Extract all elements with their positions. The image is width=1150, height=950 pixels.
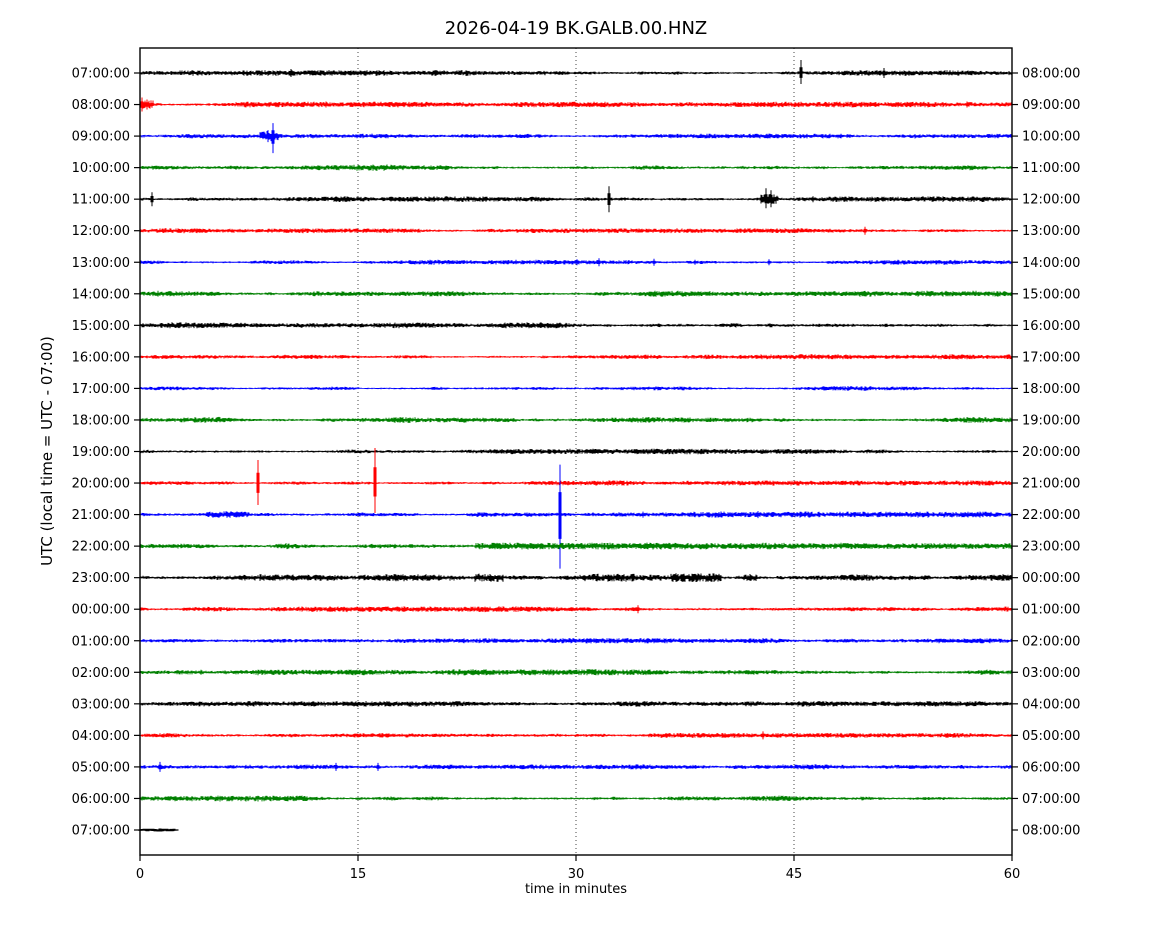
y-tick-label-right: 05:00:00	[1022, 729, 1080, 744]
y-tick-label-left: 10:00:00	[72, 161, 130, 176]
y-tick-label-right: 01:00:00	[1022, 603, 1080, 618]
y-tick-label-right: 23:00:00	[1022, 540, 1080, 555]
y-tick-label-right: 15:00:00	[1022, 287, 1080, 302]
y-tick-label-left: 07:00:00	[72, 67, 130, 82]
y-tick-label-right: 07:00:00	[1022, 792, 1080, 807]
y-tick-label-left: 20:00:00	[72, 477, 130, 492]
y-tick-label-left: 13:00:00	[72, 256, 130, 271]
y-tick-label-right: 11:00:00	[1022, 161, 1080, 176]
plot-border	[139, 47, 1013, 856]
y-tick-label-right: 13:00:00	[1022, 224, 1080, 239]
trace-row-13:00:00	[139, 258, 1012, 267]
y-tick-label-left: 06:00:00	[72, 792, 130, 807]
y-tick-label-left: 03:00:00	[72, 697, 130, 712]
trace-row-17:00:00	[139, 386, 1012, 391]
trace-row-10:00:00	[139, 164, 1012, 171]
trace-row-12:00:00	[139, 226, 1012, 235]
y-tick-label-right: 06:00:00	[1022, 760, 1080, 775]
y-tick-label-left: 17:00:00	[72, 382, 130, 397]
y-tick-label-left: 16:00:00	[72, 350, 130, 365]
trace-row-08:00:00	[139, 97, 1012, 112]
y-tick-label-right: 20:00:00	[1022, 445, 1080, 460]
y-tick-label-left: 23:00:00	[72, 571, 130, 586]
y-tick-label-right: 17:00:00	[1022, 350, 1080, 365]
trace-row-18:00:00	[139, 416, 1012, 423]
y-tick-label-right: 14:00:00	[1022, 256, 1080, 271]
trace-row-01:00:00	[139, 638, 1012, 644]
y-tick-label-left: 02:00:00	[72, 666, 130, 681]
trace-row-05:00:00	[139, 761, 1012, 772]
y-tick-label-right: 10:00:00	[1022, 130, 1080, 145]
y-tick-label-right: 08:00:00	[1022, 824, 1080, 839]
x-tick-label: 60	[1004, 867, 1021, 882]
y-tick-label-right: 19:00:00	[1022, 413, 1080, 428]
x-axis-label: time in minutes	[524, 882, 628, 897]
y-tick-label-right: 21:00:00	[1022, 477, 1080, 492]
y-tick-label-right: 04:00:00	[1022, 697, 1080, 712]
y-tick-label-right: 09:00:00	[1022, 98, 1080, 113]
y-tick-label-left: 09:00:00	[72, 130, 130, 145]
y-tick-label-left: 19:00:00	[72, 445, 130, 460]
x-tick-label: 45	[786, 867, 803, 882]
y-tick-label-left: 22:00:00	[72, 540, 130, 555]
y-tick-label-right: 03:00:00	[1022, 666, 1080, 681]
x-tick-label: 0	[136, 867, 144, 882]
y-tick-label-left: 01:00:00	[72, 634, 130, 649]
y-tick-label-left: 08:00:00	[72, 98, 130, 113]
y-tick-label-right: 12:00:00	[1022, 193, 1080, 208]
y-tick-label-left: 00:00:00	[72, 603, 130, 618]
y-tick-label-left: 04:00:00	[72, 729, 130, 744]
y-tick-label-left: 05:00:00	[72, 760, 130, 775]
trace-row-19:00:00	[139, 448, 1012, 455]
y-tick-label-right: 02:00:00	[1022, 634, 1080, 649]
y-tick-label-right: 18:00:00	[1022, 382, 1080, 397]
trace-row-14:00:00	[139, 290, 1012, 297]
x-tick-label: 15	[350, 867, 367, 882]
y-tick-label-left: 11:00:00	[72, 193, 130, 208]
trace-row-16:00:00	[139, 354, 1012, 360]
y-tick-label-left: 15:00:00	[72, 319, 130, 334]
y-tick-label-left: 07:00:00	[72, 824, 130, 839]
y-tick-label-left: 18:00:00	[72, 413, 130, 428]
trace-row-07:00:00	[138, 828, 179, 832]
chart-title: 2026-04-19 BK.GALB.00.HNZ	[444, 18, 708, 39]
y-tick-label-left: 21:00:00	[72, 508, 130, 523]
y-tick-label-right: 16:00:00	[1022, 319, 1080, 334]
trace-row-15:00:00	[139, 322, 1012, 329]
trace-row-02:00:00	[139, 669, 1012, 676]
y-tick-label-right: 22:00:00	[1022, 508, 1080, 523]
y-tick-label-left: 12:00:00	[72, 224, 130, 239]
y-tick-label-right: 00:00:00	[1022, 571, 1080, 586]
y-tick-label-right: 08:00:00	[1022, 67, 1080, 82]
x-tick-label: 30	[568, 867, 585, 882]
y-tick-label-left: 14:00:00	[72, 287, 130, 302]
trace-row-03:00:00	[139, 701, 1012, 707]
